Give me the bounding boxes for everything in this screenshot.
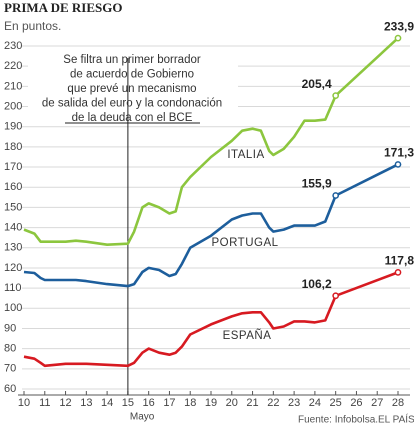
x-axis-label: Mayo [130, 412, 155, 423]
x-tick-label: 28 [392, 397, 404, 409]
series-name: ESPAÑA [223, 329, 272, 342]
x-tick-label: 15 [122, 397, 134, 409]
annotation-text: que prevé un mecanismo [67, 83, 196, 95]
value-label: 106,2 [302, 277, 332, 291]
annotation-text: de salida del euro y la condonación [42, 98, 222, 110]
x-tick-label: 21 [246, 397, 258, 409]
series-name: ITALIA [227, 149, 264, 161]
value-label: 117,8 [385, 254, 414, 268]
x-tick-label: 10 [18, 397, 30, 409]
annotation-text: Se filtra un primer borrador [63, 54, 201, 66]
annotation-bg [28, 52, 238, 122]
x-tick-label: 25 [330, 397, 342, 409]
value-label: 205,4 [302, 77, 332, 91]
x-tick-label: 22 [267, 397, 279, 409]
x-tick-label: 20 [226, 397, 238, 409]
value-label: 155,9 [302, 177, 332, 191]
series-line [23, 37, 399, 246]
y-tick-label: 220 [4, 60, 22, 72]
y-tick-label: 210 [4, 80, 22, 92]
x-tick-label: 27 [371, 397, 383, 409]
y-tick-label: 190 [4, 121, 22, 133]
x-tick-label: 12 [59, 397, 71, 409]
y-tick-label: 100 [4, 302, 22, 314]
x-tick-label: 13 [80, 397, 92, 409]
point [332, 192, 340, 199]
series-name: PORTUGAL [211, 237, 278, 249]
series-line [23, 271, 399, 368]
y-tick-label: 110 [4, 282, 22, 294]
y-tick-label: 180 [4, 141, 22, 153]
x-tick-label: 23 [288, 397, 300, 409]
y-tick-label: 140 [4, 221, 22, 233]
value-label: 233,9 [384, 19, 414, 33]
y-tick-label: 90 [4, 322, 16, 334]
x-tick-label: 18 [184, 397, 196, 409]
publisher: EL PAÍS [378, 413, 414, 426]
x-tick-label: 17 [163, 397, 175, 409]
chart-subtitle: En puntos. [4, 19, 61, 33]
x-tick-label: 14 [101, 397, 113, 409]
value-label: 171,3 [384, 146, 414, 160]
y-tick-label: 60 [4, 383, 16, 395]
y-tick-label: 230 [4, 40, 22, 52]
y-tick-label: 160 [4, 181, 22, 193]
point [394, 269, 402, 276]
x-tick-label: 16 [143, 397, 155, 409]
y-tick-label: 130 [4, 242, 22, 254]
lines [23, 34, 402, 368]
annotation: Se filtra un primer borrador de acuerdo d… [28, 52, 238, 395]
point [332, 92, 340, 99]
y-tick-label: 170 [4, 161, 22, 173]
x-tick-label: 26 [350, 397, 362, 409]
labels: ITALIA 205,4 233,9 PORTUGAL 155,9 171,3 ESPAÑA… [211, 19, 414, 342]
chart-title: PRIMA DE RIESGO [4, 0, 122, 15]
annotation-text: de la deuda con el BCE [72, 112, 193, 124]
x-tick-label: 19 [205, 397, 217, 409]
y-tick-label: 80 [4, 343, 16, 355]
x-tick-label: 11 [39, 397, 50, 409]
point [332, 292, 340, 300]
x-tick-label: 24 [309, 397, 321, 409]
y-tick-label: 150 [4, 201, 22, 213]
source: Fuente: Infobolsa. [298, 415, 378, 426]
point [394, 161, 402, 168]
y-tick-label: 120 [4, 262, 22, 274]
y-tick-label: 70 [4, 363, 16, 375]
point [394, 34, 402, 42]
series-line [23, 163, 399, 288]
y-tick-label: 200 [4, 100, 22, 112]
annotation-text: de acuerdo de Gobierno [70, 69, 194, 81]
